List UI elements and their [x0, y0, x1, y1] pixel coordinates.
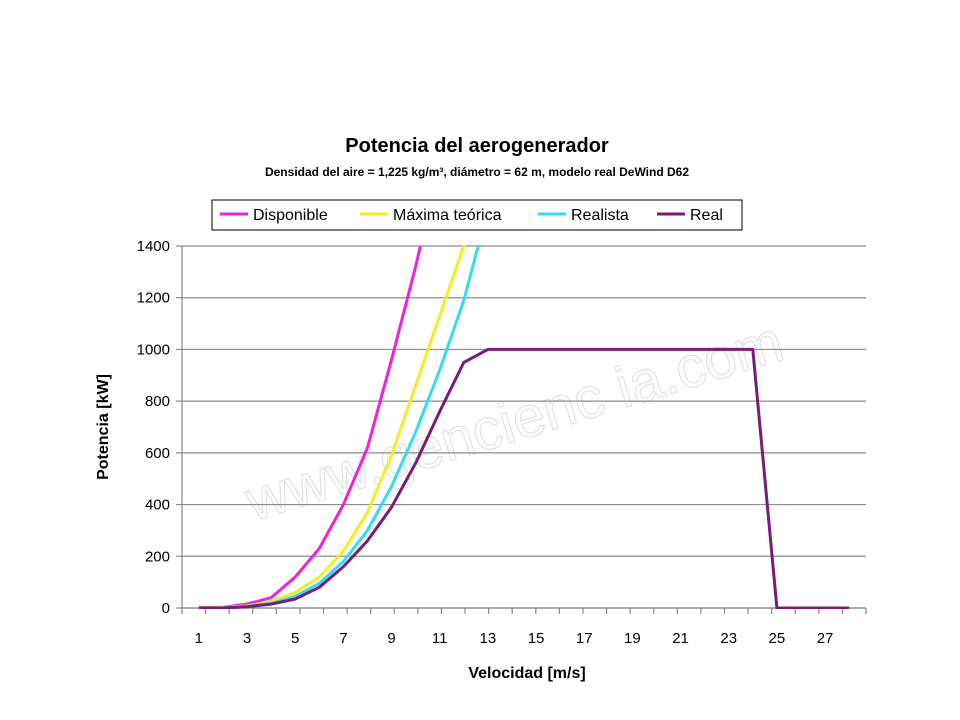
- x-tick-label: 19: [624, 630, 641, 647]
- watermark-text: www.gencienc ia.com: [237, 309, 790, 535]
- legend-box: [211, 199, 743, 231]
- x-tick-label: 25: [769, 630, 786, 647]
- x-tick-label: 1: [195, 630, 203, 647]
- y-tick-label: 400: [145, 497, 170, 514]
- series-lines: [198, 245, 850, 609]
- tick-labels: 1 3 5 7 9 11 13 15 17 19 21 23 25 2702004006008001000…: [137, 238, 834, 647]
- x-tick-label: 15: [528, 630, 545, 647]
- legend: Disponible Máxima teórica Realista Real: [211, 199, 743, 231]
- x-tick-label: 5: [291, 630, 299, 647]
- x-tick-label: 21: [672, 630, 689, 647]
- y-tick-label: 1000: [137, 341, 170, 358]
- y-tick-label: 800: [145, 393, 170, 410]
- x-tick-label: 9: [387, 630, 395, 647]
- x-tick-label: 23: [720, 630, 737, 647]
- chart-title: Potencia del aerogenerador: [345, 135, 609, 157]
- legend-label-3: Realista: [571, 207, 629, 224]
- y-tick-label: 600: [145, 445, 170, 462]
- chart-subtitle: Densidad del aire = 1,225 kg/m³, diámetr…: [265, 165, 689, 179]
- axes: [176, 245, 867, 614]
- y-tick-label: 1400: [137, 238, 170, 255]
- series-line-4: [198, 347, 850, 609]
- x-tick-label: 27: [817, 630, 834, 647]
- x-tick-label: 7: [339, 630, 347, 647]
- x-tick-label: 3: [243, 630, 251, 647]
- x-tick-label: 17: [576, 630, 593, 647]
- legend-label-4: Real: [690, 207, 723, 224]
- legend-label-1: Disponible: [253, 207, 328, 224]
- x-axis-label: Velocidad [m/s]: [468, 665, 585, 682]
- y-tick-label: 200: [145, 548, 170, 565]
- x-tick-label: 13: [480, 630, 497, 647]
- y-tick-label: 0: [162, 600, 170, 617]
- y-axis-label: Potencia [kW]: [95, 374, 112, 480]
- x-tick-label: 11: [432, 630, 448, 647]
- y-tick-label: 1200: [137, 290, 170, 307]
- watermark: www.gencienc ia.com: [237, 308, 791, 535]
- legend-label-2: Máxima teórica: [393, 207, 502, 224]
